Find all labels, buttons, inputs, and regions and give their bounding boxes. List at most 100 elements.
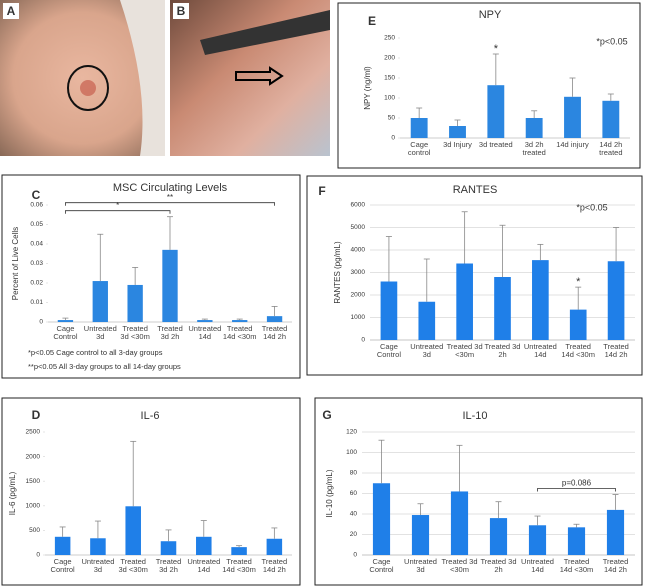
bar: [410, 118, 428, 138]
bracket-label: p=0.086: [562, 479, 592, 488]
x-tick-label-box: Treated 14d <30m: [559, 558, 594, 574]
x-tick-label: 3d 2h treated: [522, 141, 546, 157]
x-tick-label: Treated 14d <30m: [559, 558, 594, 574]
bar: [372, 483, 391, 555]
x-tick-label: 3d Injury: [443, 141, 472, 149]
error-bar: [613, 227, 620, 262]
error-bar: [94, 520, 101, 539]
panel-frame: [306, 175, 643, 376]
x-tick-label-box: Untreated 14d: [521, 558, 554, 574]
y-tick-label: 0: [39, 319, 43, 326]
y-tick-label: 150: [384, 75, 395, 82]
forceps: [200, 10, 330, 55]
photo-label: B: [177, 4, 186, 18]
label-box: [3, 3, 19, 19]
x-tick-label-box: 3d treated: [479, 141, 513, 148]
x-tick-label: 14d 2h treated: [599, 141, 623, 157]
x-tick-label: Cage Control: [369, 558, 394, 574]
error-bar: [271, 305, 278, 317]
x-tick-label-box: Treated 3d 2h: [481, 558, 517, 573]
x-tick-label-box: 3d 2h treated: [522, 141, 546, 157]
error-bar: [385, 236, 392, 282]
y-axis-label: NPY (ng/ml): [363, 66, 372, 110]
bar: [125, 506, 141, 555]
panel-letter: D: [32, 408, 41, 422]
y-tick-label: 1500: [26, 478, 41, 485]
bar: [411, 515, 430, 555]
chart-panel: C MSC Circulating Levels Percent of Live C…: [1, 174, 301, 379]
error-bar: [62, 317, 69, 321]
bar: [160, 541, 177, 555]
annotation: *p<0.05: [576, 202, 607, 212]
panel-letter: C: [32, 188, 41, 202]
x-tick-label-box: Untreated 3d: [410, 343, 443, 358]
x-tick-label-box: Treated 14d 2h: [603, 343, 629, 358]
x-tick-label: Treated 14d <30m: [561, 343, 595, 359]
bar: [494, 277, 511, 340]
panel-frame: [314, 397, 643, 586]
y-axis-label: IL-6 (pg/mL): [8, 471, 17, 515]
x-tick-label: Cage control: [407, 141, 431, 157]
chart-title: NPY: [479, 9, 502, 21]
x-tick-label-box: Treated 14d <30m: [222, 558, 256, 574]
x-tick-label-box: Untreated 14d: [524, 343, 557, 358]
photo-b: B: [170, 0, 330, 156]
error-bar: [456, 444, 463, 492]
x-tick-label: Treated 3d <30m: [441, 558, 478, 574]
panel-letter: G: [322, 408, 331, 422]
x-tick-label-box: Cage Control: [369, 558, 394, 574]
y-tick-label: 0.05: [30, 221, 43, 228]
annotation: *p<0.05: [596, 36, 627, 46]
error-bar: [132, 266, 139, 285]
x-tick-label: Untreated 14d: [188, 325, 222, 341]
x-tick-label-box: Cage Control: [50, 558, 75, 574]
bar: [569, 309, 587, 340]
x-tick-label-box: Treated 14d 2h: [261, 558, 288, 574]
arrow: [235, 66, 284, 86]
x-tick-label: Cage Control: [50, 558, 75, 574]
y-tick-label: 3000: [351, 269, 366, 276]
bracket: [537, 488, 616, 492]
error-bar: [97, 233, 104, 282]
panel-frame: [1, 397, 301, 586]
bar: [487, 85, 505, 138]
chart-panel: G IL-10 IL-10 (pg/mL) 0 20 40 60 80 100 120 Cage C…: [314, 397, 643, 586]
y-tick-label: 120: [346, 429, 357, 436]
y-tick-label: 100: [384, 95, 395, 102]
bar: [54, 536, 71, 555]
x-tick-label: Untreated 14d: [521, 558, 554, 574]
x-tick-label-box: Treated 3d 2h: [157, 325, 183, 340]
chart-panel: D IL-6 IL-6 (pg/mL) 0 500 1000 1500 2000 2500 Cag…: [1, 397, 301, 586]
error-bar: [607, 93, 614, 101]
chart-title: IL-10: [462, 410, 487, 422]
bar: [456, 263, 473, 340]
chart-title: IL-6: [141, 410, 160, 422]
y-axis-label: RANTES (pg/mL): [333, 241, 342, 304]
x-tick-label-box: Treated 3d <30m: [447, 343, 483, 358]
error-bar: [416, 107, 423, 118]
x-tick-label: Treated 3d 2h: [484, 343, 521, 359]
x-tick-label: Treated 14d 2h: [261, 558, 288, 574]
error-bar: [569, 77, 576, 97]
error-bar: [201, 318, 208, 321]
y-tick-label: 1000: [351, 314, 366, 321]
x-tick-label: Treated 14d <30m: [222, 558, 256, 574]
error-bar: [575, 286, 582, 310]
x-tick-label: Untreated 3d: [404, 558, 437, 574]
x-tick-label: Untreated 14d: [187, 558, 221, 574]
error-bar: [499, 224, 506, 277]
x-tick-label-box: Untreated 14d: [187, 558, 221, 574]
y-tick-label: 0.02: [30, 280, 43, 287]
x-tick-label: Untreated 3d: [81, 558, 115, 574]
panel-frame: [1, 174, 301, 379]
x-tick-label-box: Treated 14d 2h: [262, 325, 288, 340]
bar: [266, 316, 283, 322]
panel-frame: [337, 2, 641, 169]
x-tick-label-box: 14d 2h treated: [599, 141, 623, 157]
x-tick-label-box: Untreated 14d: [188, 325, 222, 341]
error-bar: [492, 53, 499, 86]
error-bar: [59, 526, 66, 537]
bar: [266, 538, 283, 555]
bar: [567, 527, 586, 555]
error-bar: [534, 515, 541, 526]
